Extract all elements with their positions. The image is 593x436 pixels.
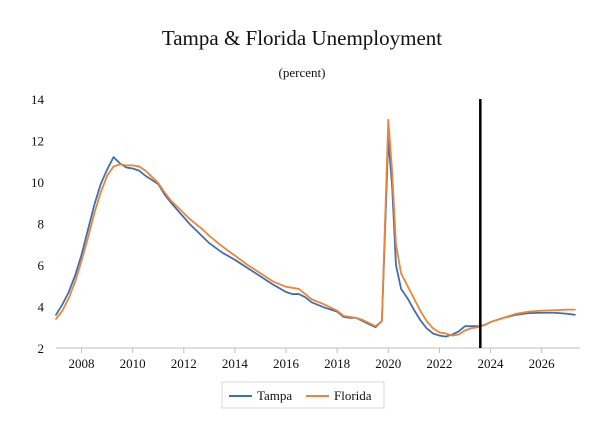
- x-tick-label: 2016: [273, 356, 300, 371]
- y-tick-label: 2: [38, 341, 45, 356]
- y-tick-label: 4: [38, 300, 45, 315]
- x-tick-label: 2024: [478, 356, 505, 371]
- legend-label-florida: Florida: [334, 388, 372, 403]
- legend: Tampa Florida: [221, 381, 385, 409]
- x-tick-label: 2022: [426, 356, 452, 371]
- x-tick-label: 2010: [120, 356, 146, 371]
- x-tick-label: 2014: [222, 356, 249, 371]
- y-tick-label: 14: [31, 92, 45, 107]
- chart-title: Tampa & Florida Unemployment: [162, 26, 442, 50]
- x-tick-label: 2012: [171, 356, 197, 371]
- x-tick-label: 2026: [529, 356, 556, 371]
- x-tick-label: 2020: [375, 356, 401, 371]
- y-tick-label: 12: [31, 134, 44, 149]
- x-tick-label: 2008: [69, 356, 95, 371]
- y-tick-label: 6: [38, 258, 45, 273]
- x-tick-label: 2018: [324, 356, 350, 371]
- plot-area: 2 4 6 8 10 12 14 2008 2010 2012 2014 2016 2018 2020 20…: [31, 92, 580, 371]
- y-tick-label: 10: [31, 175, 44, 190]
- series-line-florida: [55, 118, 576, 337]
- series-line-tampa: [55, 137, 576, 338]
- legend-label-tampa: Tampa: [257, 388, 292, 403]
- y-tick-label: 8: [38, 217, 45, 232]
- chart-subtitle: (percent): [279, 65, 326, 80]
